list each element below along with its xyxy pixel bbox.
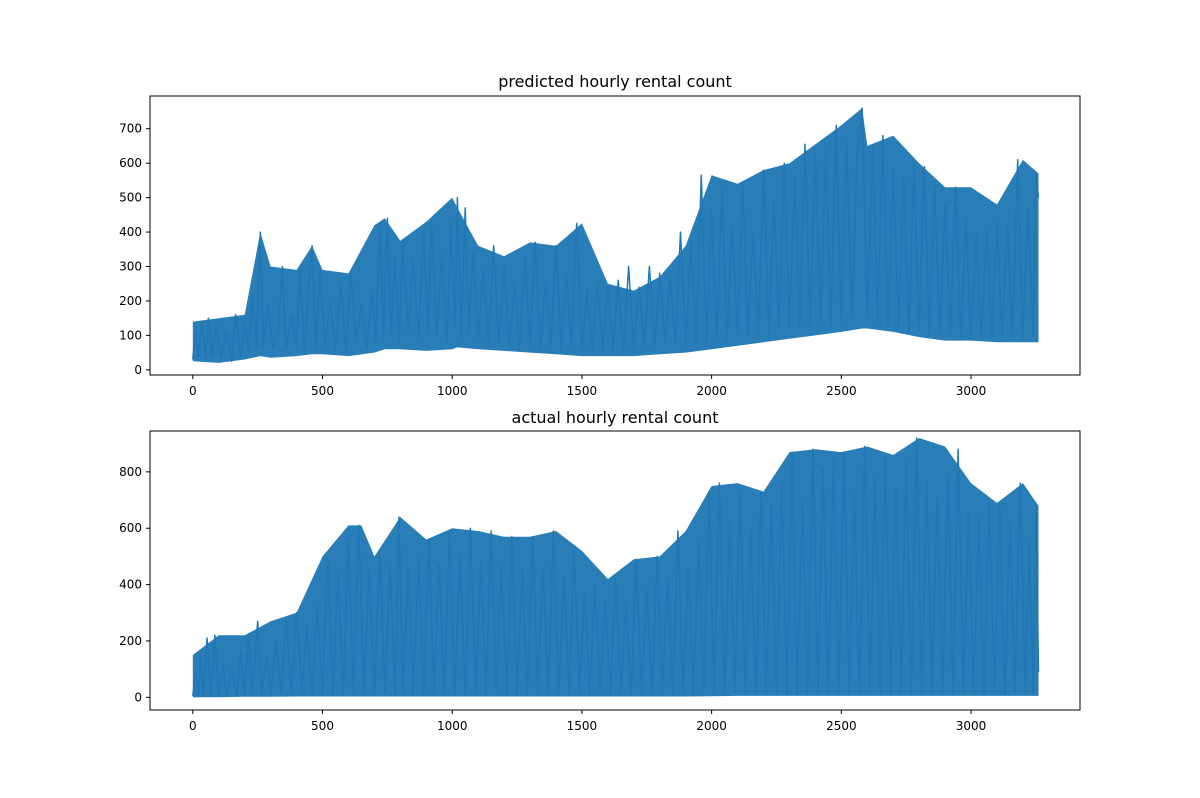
y-tick-label: 800 bbox=[119, 465, 142, 479]
axes-frame bbox=[149, 430, 1081, 711]
x-tick-label: 3000 bbox=[956, 384, 987, 398]
series-line-group bbox=[192, 437, 1040, 698]
x-tick-label: 1000 bbox=[437, 384, 468, 398]
y-tick-label: 500 bbox=[119, 191, 142, 205]
x-tick-label: 3000 bbox=[956, 719, 987, 733]
actual-subplot: actual hourly rental count 0 500 1000 1500 2… bbox=[119, 408, 1081, 733]
x-tick-label: 2000 bbox=[696, 384, 727, 398]
y-tick-label: 300 bbox=[119, 260, 142, 274]
y-tick-label: 200 bbox=[119, 634, 142, 648]
y-tick-label: 700 bbox=[119, 122, 142, 136]
x-axis: 0 500 1000 1500 2000 2500 3000 bbox=[189, 710, 986, 733]
x-tick-label: 2500 bbox=[826, 384, 857, 398]
x-tick-label: 1500 bbox=[567, 384, 598, 398]
y-tick-label: 400 bbox=[119, 225, 142, 239]
y-tick-label: 100 bbox=[119, 328, 142, 342]
predicted-subplot: predicted hourly rental count 0 500 1000 15… bbox=[119, 72, 1081, 398]
x-tick-label: 1500 bbox=[567, 719, 598, 733]
y-tick-label: 600 bbox=[119, 156, 142, 170]
x-tick-label: 500 bbox=[311, 719, 334, 733]
y-tick-label: 200 bbox=[119, 294, 142, 308]
y-tick-label: 600 bbox=[119, 521, 142, 535]
x-tick-label: 2500 bbox=[826, 719, 857, 733]
y-axis: 0 200 400 600 800 bbox=[119, 465, 150, 704]
x-tick-label: 2000 bbox=[696, 719, 727, 733]
series-line-group bbox=[192, 107, 1040, 362]
x-tick-label: 500 bbox=[311, 384, 334, 398]
chart-title: predicted hourly rental count bbox=[498, 72, 732, 91]
x-tick-label: 0 bbox=[189, 384, 197, 398]
chart-title: actual hourly rental count bbox=[512, 408, 719, 427]
x-tick-label: 0 bbox=[189, 719, 197, 733]
y-tick-label: 0 bbox=[134, 363, 142, 377]
y-tick-label: 0 bbox=[134, 690, 142, 704]
series-line bbox=[192, 437, 1040, 698]
x-axis: 0 500 1000 1500 2000 2500 3000 bbox=[189, 375, 986, 398]
y-axis: 0 100 200 300 400 500 600 700 bbox=[119, 122, 150, 377]
y-tick-label: 400 bbox=[119, 578, 142, 592]
axes-frame bbox=[149, 95, 1081, 376]
series-line bbox=[192, 107, 1040, 362]
x-tick-label: 1000 bbox=[437, 719, 468, 733]
